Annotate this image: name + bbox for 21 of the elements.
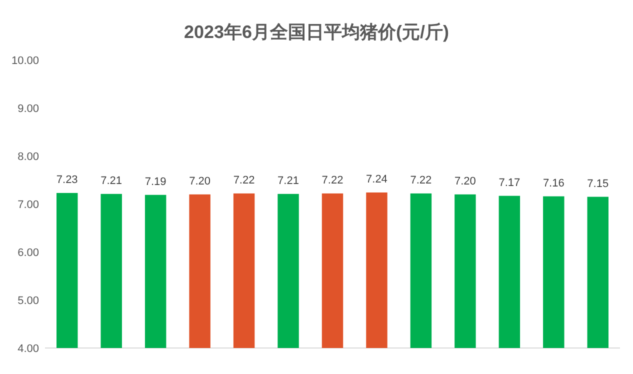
data-label: 7.17 (498, 176, 520, 189)
data-label: 7.15 (587, 178, 609, 190)
y-tick-label: 5.00 (18, 295, 39, 307)
data-label: 7.21 (100, 174, 122, 187)
y-tick-label: 6.00 (18, 247, 39, 259)
data-label: 7.20 (189, 175, 211, 188)
y-tick-label: 8.00 (18, 151, 39, 163)
y-tick-label: 7.00 (18, 199, 39, 211)
y-tick-label: 9.00 (18, 103, 39, 115)
y-tick-label: 10.00 (11, 55, 39, 67)
data-label: 7.23 (56, 174, 78, 186)
data-label: 7.24 (366, 173, 388, 186)
data-label: 7.22 (410, 174, 432, 186)
data-label: 7.22 (233, 174, 255, 186)
data-label: 7.22 (322, 174, 344, 186)
y-tick-label: 4.00 (18, 343, 39, 355)
data-label: 7.16 (542, 177, 564, 190)
data-label: 7.20 (454, 175, 476, 188)
data-label: 7.21 (278, 174, 299, 187)
data-label: 7.19 (144, 176, 166, 188)
chart-title: 2023年6月全国日平均猪价(元/斤) (184, 22, 450, 42)
